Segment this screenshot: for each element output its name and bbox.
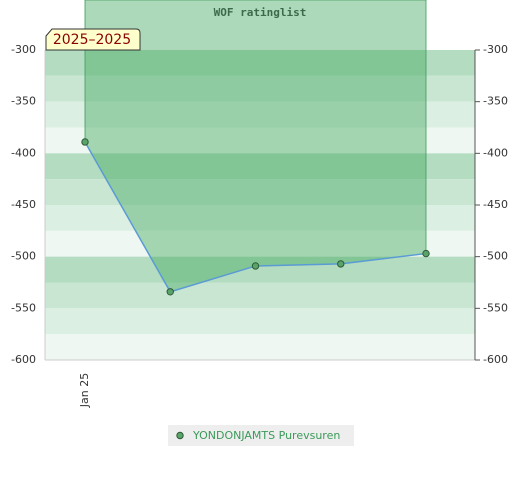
point bbox=[337, 260, 345, 268]
band bbox=[45, 334, 475, 360]
band bbox=[45, 282, 475, 309]
point bbox=[251, 262, 260, 270]
y-tick-label: -500 bbox=[11, 250, 36, 263]
band bbox=[45, 101, 475, 128]
badge: 2025–2025 bbox=[53, 32, 131, 48]
legend-label: YONDONJAMTS Purevsuren bbox=[192, 429, 340, 442]
point bbox=[81, 138, 89, 146]
y2-tick-label: -500 bbox=[483, 250, 508, 263]
band bbox=[45, 308, 475, 335]
y2-tick-label: -550 bbox=[483, 301, 508, 314]
band bbox=[45, 75, 475, 102]
band bbox=[45, 50, 475, 76]
legend-marker bbox=[176, 431, 184, 440]
y2-tick-label: -400 bbox=[483, 146, 508, 159]
band bbox=[45, 256, 475, 283]
y2-tick-label: -600 bbox=[483, 353, 508, 366]
y-tick-label: -450 bbox=[11, 198, 36, 211]
y-tick-label: -300 bbox=[11, 43, 36, 56]
plot-background bbox=[45, 50, 475, 360]
band bbox=[45, 205, 475, 231]
y2-tick-label: -450 bbox=[483, 198, 508, 211]
x-tick-label: Jan 25 bbox=[78, 373, 91, 408]
band bbox=[45, 179, 475, 205]
point bbox=[422, 249, 430, 258]
legend-box bbox=[168, 425, 354, 446]
band bbox=[45, 230, 475, 257]
y2-tick-label: -300 bbox=[483, 43, 508, 56]
band bbox=[45, 153, 475, 180]
y-tick-label: -400 bbox=[11, 146, 36, 159]
y-tick-label: -350 bbox=[11, 95, 36, 108]
point bbox=[166, 288, 174, 296]
y-tick-label: -600 bbox=[11, 353, 36, 366]
y2-tick-label: -350 bbox=[483, 95, 508, 108]
y-tick-label: -550 bbox=[11, 301, 36, 314]
badge-box bbox=[45, 28, 141, 51]
chart-title: WOF ratinglist bbox=[214, 6, 307, 19]
band bbox=[45, 127, 475, 154]
